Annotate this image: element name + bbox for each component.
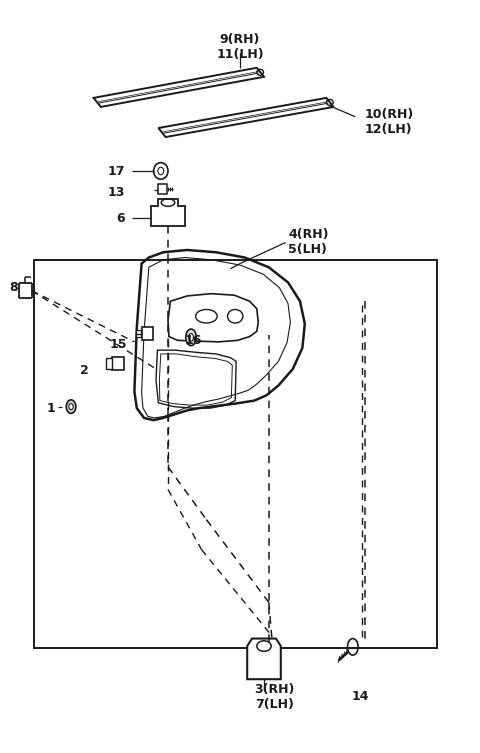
Text: 13: 13 [108, 185, 125, 199]
Bar [142, 327, 153, 340]
Bar [34, 260, 437, 648]
Text: 6: 6 [116, 212, 125, 225]
Text: 1: 1 [47, 401, 55, 415]
Bar [106, 358, 112, 369]
Text: 8: 8 [9, 281, 18, 294]
Text: 16: 16 [185, 334, 202, 347]
Text: 3(RH)
7(LH): 3(RH) 7(LH) [254, 682, 295, 711]
Bar [136, 330, 141, 337]
Ellipse shape [66, 400, 76, 413]
Ellipse shape [186, 329, 196, 346]
Bar [112, 357, 124, 370]
Text: 2: 2 [80, 364, 89, 377]
Bar [158, 184, 167, 194]
Text: 9(RH)
11(LH): 9(RH) 11(LH) [216, 32, 264, 61]
Text: 15: 15 [110, 337, 127, 351]
Text: 4(RH)
5(LH): 4(RH) 5(LH) [288, 228, 328, 257]
Text: 17: 17 [108, 165, 125, 178]
Ellipse shape [189, 334, 193, 341]
Polygon shape [151, 199, 185, 226]
Text: 14: 14 [351, 690, 369, 703]
Ellipse shape [69, 404, 73, 410]
Polygon shape [247, 639, 281, 679]
Text: 10(RH)
12(LH): 10(RH) 12(LH) [365, 108, 414, 136]
